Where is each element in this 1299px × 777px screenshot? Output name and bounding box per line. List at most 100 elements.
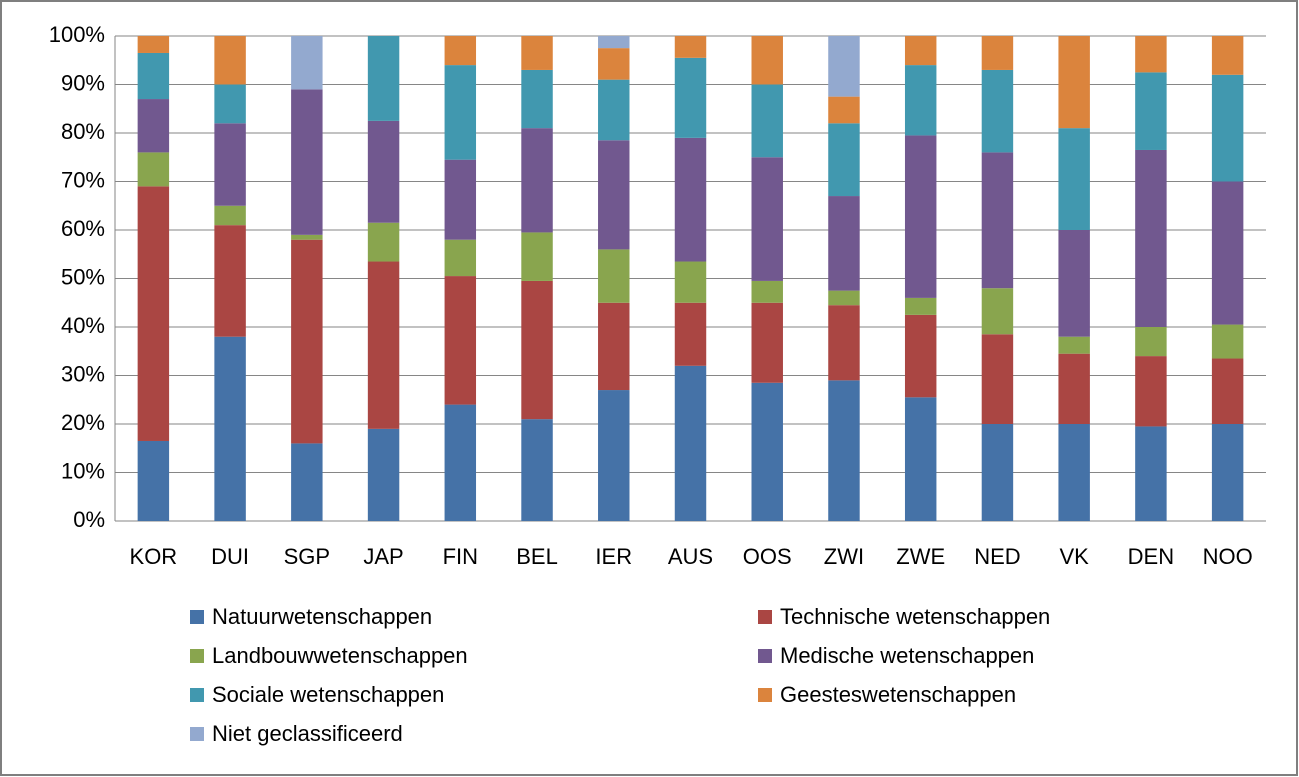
- legend-label: Geesteswetenschappen: [780, 682, 1016, 707]
- bar-segment: [828, 123, 860, 197]
- bar-segment: [214, 205, 246, 226]
- bar-segment: [904, 36, 937, 66]
- bar-segment: [904, 135, 937, 298]
- legend-swatch: [190, 688, 204, 702]
- bar-segment: [751, 157, 783, 281]
- bar-segment: [598, 79, 630, 141]
- bar-segment: [137, 36, 170, 53]
- legend-label: Medische wetenschappen: [780, 643, 1034, 668]
- bar-segment: [367, 120, 400, 223]
- bar-segment: [674, 137, 707, 262]
- bar-segment: [291, 234, 323, 240]
- y-tick-label: 0%: [73, 507, 105, 532]
- bar-segment: [214, 336, 246, 521]
- bar-segment: [598, 302, 630, 391]
- bar-segment: [981, 152, 1014, 289]
- legend-swatch: [758, 610, 772, 624]
- bar-segment: [291, 443, 323, 521]
- legend-swatch: [758, 688, 772, 702]
- bar-segment: [214, 36, 246, 85]
- bar-segment: [444, 404, 477, 521]
- bar-segment: [367, 428, 400, 521]
- bar-segment: [598, 140, 630, 250]
- bar-segment: [137, 186, 170, 441]
- bar-segment: [137, 440, 170, 521]
- legend-swatch: [190, 610, 204, 624]
- bar-segment: [521, 128, 553, 233]
- bar-segment: [367, 222, 400, 262]
- bar-segment: [444, 36, 477, 66]
- bar-segment: [1135, 149, 1167, 327]
- bar-segment: [1211, 324, 1244, 359]
- bar-segment: [981, 288, 1014, 335]
- bar-segment: [521, 69, 553, 129]
- x-tick-label: ZWE: [896, 544, 945, 569]
- bar-segment: [214, 123, 246, 206]
- y-tick-label: 20%: [61, 410, 105, 435]
- legend-label: Niet geclassificeerd: [212, 721, 403, 746]
- bar-segment: [1058, 36, 1090, 129]
- bar-segment: [598, 48, 630, 80]
- bar-segment: [521, 36, 553, 70]
- bar-segment: [751, 382, 783, 521]
- bar-segment: [904, 314, 937, 398]
- x-tick-label: KOR: [130, 544, 178, 569]
- x-tick-label: DUI: [211, 544, 249, 569]
- bar-segment: [751, 302, 783, 383]
- legend-label: Sociale wetenschappen: [212, 682, 444, 707]
- bar-segment: [367, 36, 400, 121]
- x-tick-label: NED: [974, 544, 1020, 569]
- y-tick-label: 80%: [61, 119, 105, 144]
- x-tick-label: DEN: [1128, 544, 1174, 569]
- bar-segment: [444, 159, 477, 240]
- legend-label: Landbouwwetenschappen: [212, 643, 468, 668]
- y-tick-label: 40%: [61, 313, 105, 338]
- bar-segment: [367, 261, 400, 429]
- x-tick-label: IER: [595, 544, 632, 569]
- x-tick-label: VK: [1059, 544, 1089, 569]
- bar-segment: [828, 380, 860, 521]
- bar-segment: [828, 305, 860, 381]
- y-tick-label: 90%: [61, 70, 105, 95]
- bar-segment: [1211, 74, 1244, 182]
- bar-segment: [1058, 230, 1090, 337]
- x-tick-label: FIN: [443, 544, 478, 569]
- bar-segment: [828, 96, 860, 124]
- bar-segment: [674, 57, 707, 138]
- bar-segment: [1135, 356, 1167, 427]
- bar-segment: [1135, 327, 1167, 357]
- bar-segment: [137, 52, 170, 100]
- y-tick-label: 70%: [61, 167, 105, 192]
- y-tick-label: 100%: [49, 22, 105, 47]
- bar-segment: [137, 152, 170, 187]
- bar-segment: [981, 69, 1014, 153]
- bar-segment: [521, 232, 553, 281]
- bar-segment: [1211, 358, 1244, 424]
- bar-segment: [674, 302, 707, 366]
- bar-segment: [674, 261, 707, 303]
- bar-segment: [1135, 426, 1167, 521]
- legend-swatch: [190, 649, 204, 663]
- bar-segment: [751, 84, 783, 158]
- bar-segment: [444, 276, 477, 405]
- bar-segment: [674, 365, 707, 521]
- bar-segment: [598, 390, 630, 521]
- bar-segment: [1211, 424, 1244, 521]
- bar-segment: [291, 89, 323, 235]
- x-tick-label: AUS: [668, 544, 713, 569]
- x-tick-label: JAP: [363, 544, 403, 569]
- bar-segment: [904, 297, 937, 315]
- bar-segment: [214, 84, 246, 124]
- bar-segment: [1211, 36, 1244, 75]
- bar-segment: [214, 225, 246, 337]
- bar-segment: [291, 239, 323, 444]
- legend-swatch: [758, 649, 772, 663]
- x-tick-label: ZWI: [824, 544, 864, 569]
- bar-segment: [981, 424, 1014, 521]
- legend-label: Technische wetenschappen: [780, 604, 1050, 629]
- bar-segment: [521, 419, 553, 521]
- bar-segment: [981, 334, 1014, 424]
- bar-segment: [751, 36, 783, 85]
- bar-segment: [828, 290, 860, 306]
